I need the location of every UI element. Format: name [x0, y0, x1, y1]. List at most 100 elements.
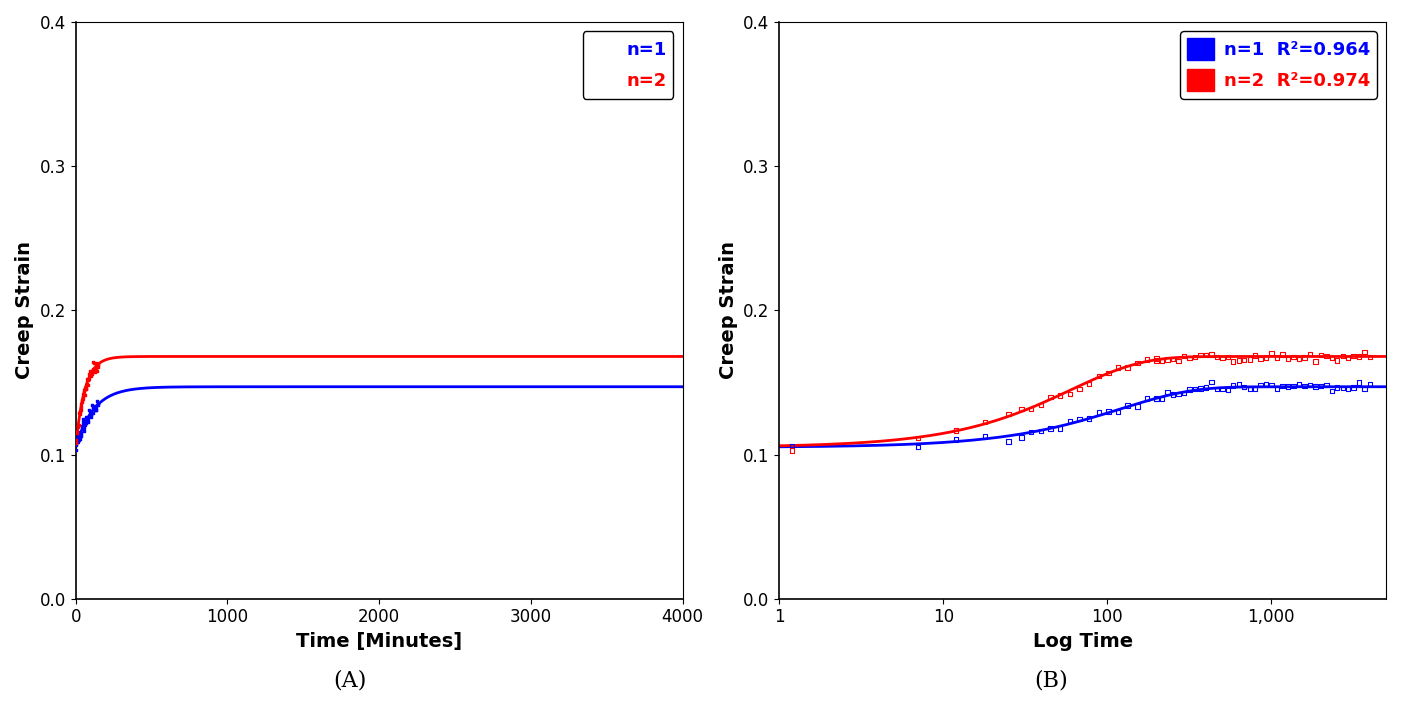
- Point: [1150, 393, 1173, 404]
- Point: [1327, 355, 1349, 366]
- Point: [1087, 407, 1110, 418]
- Point: [73, 383, 95, 395]
- Point: [74, 418, 97, 429]
- Point: [1288, 353, 1310, 365]
- Point: [85, 365, 108, 376]
- Point: [76, 379, 98, 390]
- Point: [83, 402, 105, 414]
- Point: [1010, 404, 1033, 415]
- Point: [1087, 370, 1110, 381]
- Point: [85, 362, 108, 374]
- Point: [73, 384, 95, 395]
- Point: [87, 399, 109, 410]
- Point: [81, 402, 104, 414]
- Point: [1146, 353, 1168, 364]
- Point: [1238, 383, 1261, 395]
- Point: [73, 418, 95, 429]
- Point: [1010, 432, 1033, 443]
- Point: [87, 360, 109, 371]
- Point: [1117, 400, 1139, 411]
- Point: [1068, 414, 1090, 425]
- n=1: [566, 383, 583, 391]
- Point: [70, 401, 92, 412]
- Point: [1316, 379, 1338, 390]
- Point: [71, 421, 94, 432]
- Point: [78, 369, 101, 381]
- n=2: [520, 353, 537, 361]
- Point: [81, 407, 104, 418]
- Point: [1331, 350, 1353, 362]
- Point: [81, 364, 104, 375]
- Point: [1282, 351, 1304, 362]
- Point: [1267, 383, 1289, 394]
- Point: [1030, 426, 1052, 437]
- Point: [84, 366, 106, 377]
- Line: n=1: n=1: [76, 387, 682, 447]
- n=1: [178, 383, 195, 391]
- Point: [77, 416, 99, 428]
- Point: [84, 402, 106, 414]
- n=2: [462, 353, 479, 361]
- Point: [1342, 350, 1365, 362]
- Point: [70, 395, 92, 406]
- Point: [78, 366, 101, 377]
- Point: [85, 357, 108, 368]
- Point: [1161, 353, 1184, 365]
- Point: [66, 426, 88, 437]
- Point: [85, 400, 108, 411]
- Point: [84, 400, 106, 411]
- Point: [1173, 388, 1195, 399]
- Point: [1167, 355, 1189, 367]
- Point: [1222, 380, 1244, 391]
- Point: [69, 405, 91, 416]
- Point: [1282, 381, 1304, 392]
- Point: [81, 365, 104, 376]
- Point: [66, 427, 88, 438]
- Point: [73, 388, 95, 400]
- Point: [1178, 384, 1201, 395]
- Point: [1304, 381, 1327, 392]
- Point: [77, 413, 99, 424]
- n=2: [674, 353, 691, 361]
- Point: [84, 363, 106, 374]
- Point: [81, 400, 104, 411]
- Point: [64, 444, 87, 456]
- Point: [1020, 403, 1042, 414]
- Point: [1030, 400, 1052, 411]
- Point: [1238, 354, 1261, 365]
- Point: [1316, 350, 1338, 362]
- Point: [1161, 389, 1184, 400]
- n=1: [674, 383, 691, 391]
- Point: [1321, 353, 1344, 364]
- Point: [1227, 355, 1250, 366]
- Point: [74, 418, 97, 429]
- Point: [1250, 353, 1272, 365]
- Point: [76, 411, 98, 423]
- Point: [70, 428, 92, 440]
- Point: [1210, 352, 1233, 363]
- Point: [1348, 377, 1370, 388]
- Point: [1222, 355, 1244, 367]
- Point: [974, 416, 996, 428]
- Point: [906, 433, 929, 444]
- Point: [1244, 383, 1267, 395]
- Point: [78, 406, 101, 417]
- Point: [1077, 379, 1100, 390]
- Point: [1255, 379, 1278, 390]
- Legend: n=1, n=2: n=1, n=2: [583, 31, 674, 99]
- Point: [74, 416, 97, 427]
- Point: [1310, 381, 1332, 392]
- Point: [71, 416, 94, 428]
- Point: [1288, 379, 1310, 390]
- Point: [1049, 423, 1072, 434]
- Point: [1359, 379, 1381, 390]
- n=2: [395, 353, 412, 361]
- Point: [78, 409, 101, 421]
- Point: [1227, 379, 1250, 390]
- Point: [84, 404, 106, 415]
- Point: [71, 413, 94, 424]
- Point: [1293, 352, 1316, 363]
- Point: [80, 366, 102, 377]
- Point: [1150, 355, 1173, 367]
- Point: [76, 414, 98, 425]
